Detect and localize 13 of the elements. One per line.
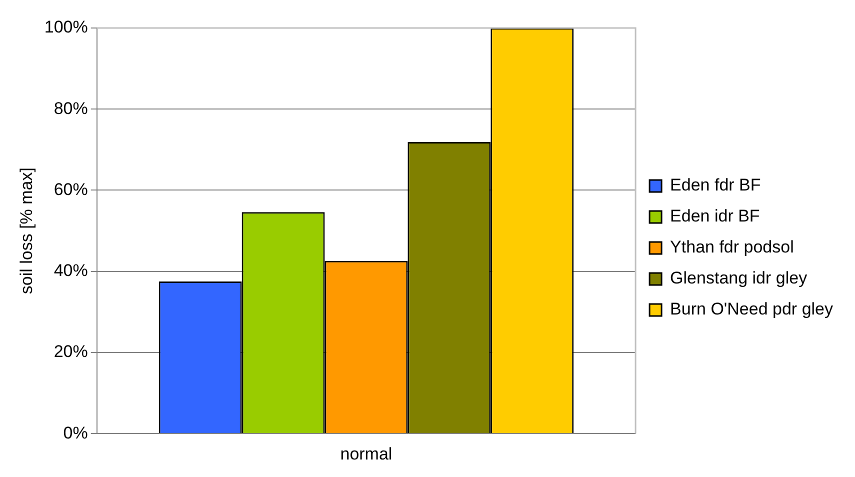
y-tick-label: 40%: [54, 261, 88, 280]
y-tick-label: 80%: [54, 98, 88, 118]
legend-label: Glenstang idr gley: [670, 268, 808, 288]
legend-label: Ythan fdr podsol: [670, 238, 794, 257]
legend-label: Eden fdr BF: [670, 176, 761, 195]
y-tick-label: 0%: [63, 423, 88, 442]
y-tick-label: 20%: [54, 342, 88, 362]
legend-label: Eden idr BF: [670, 206, 760, 226]
y-tick-label: 100%: [44, 18, 88, 37]
legend-label: Burn O'Need pdr gley: [670, 300, 834, 319]
x-tick-label: normal: [340, 444, 392, 464]
y-tick-label: 60%: [54, 180, 88, 199]
y-axis-title: soil loss [% max]: [16, 168, 36, 294]
